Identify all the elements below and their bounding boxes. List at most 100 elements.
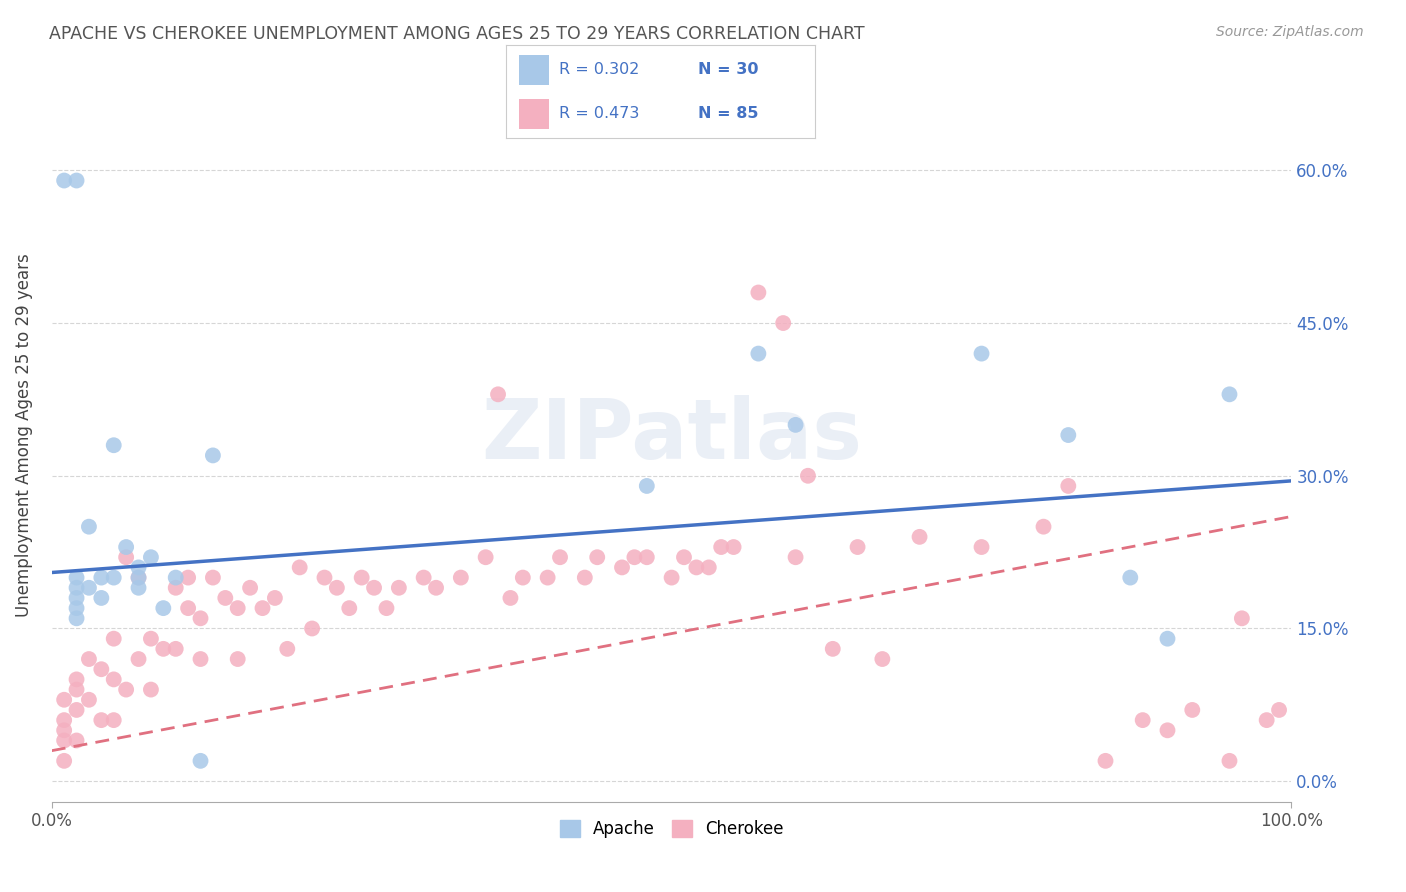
Point bbox=[574, 571, 596, 585]
Point bbox=[65, 682, 87, 697]
Point bbox=[697, 560, 720, 574]
Point bbox=[53, 713, 76, 727]
Point bbox=[499, 591, 522, 605]
Point bbox=[165, 571, 187, 585]
Point bbox=[586, 550, 609, 565]
Point bbox=[710, 540, 733, 554]
Point bbox=[1057, 479, 1080, 493]
Point bbox=[288, 560, 311, 574]
Point bbox=[53, 173, 76, 187]
Point bbox=[772, 316, 794, 330]
Point bbox=[821, 641, 844, 656]
Point bbox=[65, 673, 87, 687]
Point bbox=[486, 387, 509, 401]
Point bbox=[1218, 754, 1240, 768]
Point bbox=[1218, 387, 1240, 401]
Text: R = 0.302: R = 0.302 bbox=[558, 62, 640, 78]
Point bbox=[723, 540, 745, 554]
Point bbox=[165, 641, 187, 656]
Point bbox=[65, 581, 87, 595]
Point bbox=[152, 641, 174, 656]
Point bbox=[128, 571, 150, 585]
Point bbox=[115, 550, 138, 565]
Point bbox=[90, 713, 112, 727]
Point bbox=[412, 571, 434, 585]
Text: ZIPatlas: ZIPatlas bbox=[481, 394, 862, 475]
Point bbox=[77, 519, 100, 533]
Point bbox=[65, 703, 87, 717]
Point bbox=[103, 438, 125, 452]
Point bbox=[1156, 723, 1178, 738]
Point bbox=[65, 591, 87, 605]
Point bbox=[190, 611, 212, 625]
Point bbox=[661, 571, 683, 585]
Point bbox=[301, 622, 323, 636]
Point bbox=[128, 652, 150, 666]
Point bbox=[65, 173, 87, 187]
Point bbox=[314, 571, 336, 585]
Point bbox=[474, 550, 496, 565]
Text: Source: ZipAtlas.com: Source: ZipAtlas.com bbox=[1216, 25, 1364, 39]
Point bbox=[747, 346, 769, 360]
Point bbox=[152, 601, 174, 615]
Point bbox=[201, 571, 224, 585]
Point bbox=[239, 581, 262, 595]
Point bbox=[77, 581, 100, 595]
Point bbox=[226, 601, 249, 615]
Point bbox=[115, 540, 138, 554]
Point bbox=[846, 540, 869, 554]
Point bbox=[128, 560, 150, 574]
Point bbox=[226, 652, 249, 666]
Point bbox=[252, 601, 274, 615]
Point bbox=[1256, 713, 1278, 727]
Point bbox=[363, 581, 385, 595]
Point bbox=[1268, 703, 1291, 717]
Point bbox=[1119, 571, 1142, 585]
Point bbox=[77, 692, 100, 706]
Point bbox=[264, 591, 287, 605]
Point bbox=[276, 641, 298, 656]
Point bbox=[115, 682, 138, 697]
Point bbox=[190, 754, 212, 768]
Point bbox=[785, 417, 807, 432]
Point bbox=[636, 550, 658, 565]
Point bbox=[326, 581, 349, 595]
Point bbox=[425, 581, 447, 595]
Point bbox=[128, 571, 150, 585]
Point bbox=[214, 591, 236, 605]
Point bbox=[337, 601, 360, 615]
Text: N = 85: N = 85 bbox=[697, 106, 758, 121]
Point bbox=[139, 682, 162, 697]
Point bbox=[1181, 703, 1204, 717]
Point bbox=[53, 754, 76, 768]
Point bbox=[1057, 428, 1080, 442]
Point bbox=[747, 285, 769, 300]
Point bbox=[908, 530, 931, 544]
Point bbox=[1132, 713, 1154, 727]
Text: R = 0.473: R = 0.473 bbox=[558, 106, 640, 121]
Point bbox=[53, 692, 76, 706]
Point bbox=[623, 550, 645, 565]
Point bbox=[128, 581, 150, 595]
Point bbox=[103, 571, 125, 585]
Point bbox=[65, 611, 87, 625]
Point bbox=[797, 468, 820, 483]
Point bbox=[872, 652, 894, 666]
Point bbox=[201, 449, 224, 463]
Point bbox=[103, 673, 125, 687]
Point bbox=[388, 581, 411, 595]
Point bbox=[139, 550, 162, 565]
Point bbox=[1156, 632, 1178, 646]
Point bbox=[548, 550, 571, 565]
FancyBboxPatch shape bbox=[519, 99, 550, 129]
Point bbox=[53, 723, 76, 738]
Point bbox=[1230, 611, 1253, 625]
Point bbox=[90, 591, 112, 605]
Point bbox=[103, 632, 125, 646]
Point bbox=[190, 652, 212, 666]
FancyBboxPatch shape bbox=[519, 55, 550, 85]
Legend: Apache, Cherokee: Apache, Cherokee bbox=[553, 813, 790, 845]
Point bbox=[450, 571, 472, 585]
Point bbox=[610, 560, 633, 574]
Point bbox=[165, 581, 187, 595]
